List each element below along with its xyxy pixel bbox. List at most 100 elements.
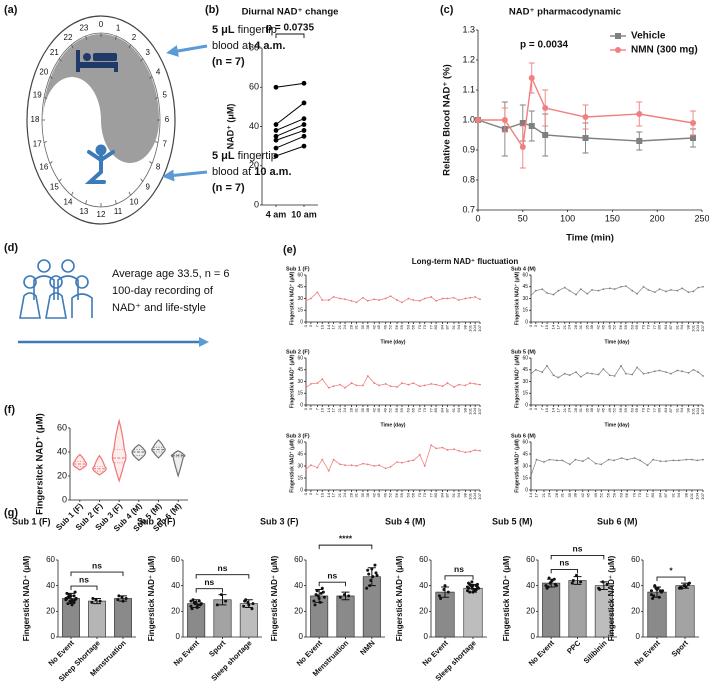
x-tick-label: No Event <box>172 638 202 668</box>
x-tick-label: 45 <box>376 324 381 329</box>
x-tick-label: 84 <box>440 324 445 329</box>
annotation: p = 0.0034 <box>520 40 569 51</box>
point <box>384 297 387 300</box>
significance-bracket <box>550 568 578 574</box>
x-tick-label: 101 <box>689 492 694 499</box>
significance-bracket <box>70 585 98 591</box>
point <box>600 463 603 466</box>
x-tick-label: 80 <box>433 407 438 412</box>
x-tick-label: 52 <box>612 324 617 329</box>
cohort-icon <box>19 259 93 319</box>
error-bar <box>573 576 582 585</box>
point <box>457 449 460 452</box>
violin <box>92 454 107 476</box>
y-tick-label: 30 <box>522 379 528 385</box>
point <box>401 382 403 384</box>
x-tick-label: 10 <box>319 407 324 412</box>
x-tick-label: 87 <box>445 407 450 412</box>
point <box>313 603 317 607</box>
clock-tick <box>115 200 117 205</box>
point <box>464 384 467 387</box>
point <box>561 459 564 462</box>
point <box>469 450 472 453</box>
error-bar <box>653 586 661 598</box>
note-fragment: 10 a.m. <box>254 166 291 178</box>
x-tick-label: 10 <box>319 324 324 329</box>
chart-title: Sub 3 (F) <box>260 516 299 526</box>
point <box>613 459 616 462</box>
clock-hour: 3 <box>145 48 150 57</box>
chart-title: NAD⁺ pharmacodynamic <box>509 7 621 18</box>
x-tick-label: 21 <box>562 407 567 412</box>
series-line <box>530 457 704 476</box>
point <box>378 384 381 387</box>
x-tick-label: 250 <box>694 213 709 223</box>
x-tick-label: 94 <box>456 407 461 412</box>
y-tick-label: 45 <box>297 451 303 457</box>
point <box>661 589 665 593</box>
point <box>320 586 324 590</box>
x-tick-label: 104 <box>695 407 700 414</box>
point <box>624 372 627 375</box>
point <box>441 385 444 388</box>
point <box>519 120 526 126</box>
significance-bracket <box>318 544 373 550</box>
point <box>355 301 358 304</box>
point <box>70 603 74 607</box>
point <box>273 122 279 127</box>
x-tick-label: 28 <box>349 407 354 412</box>
point <box>697 286 700 289</box>
point <box>591 372 593 375</box>
x-tick-label: 100 <box>560 213 575 223</box>
bar <box>435 591 455 638</box>
point <box>389 385 392 388</box>
x-tick-label: No Event <box>527 638 557 668</box>
significance-bracket <box>550 554 605 560</box>
x-tick-label: 38 <box>589 324 594 329</box>
y-tick-label: 60 <box>297 355 303 361</box>
point <box>344 386 346 389</box>
error-bar <box>119 595 127 602</box>
x-tick-label: 42 <box>371 492 376 497</box>
clock-tick <box>140 58 144 62</box>
error-bar <box>599 581 608 591</box>
clock-tick <box>154 97 159 99</box>
clock-hour: 12 <box>97 210 106 219</box>
y-axis-label: Fingerstick NAD⁺ (μM) <box>289 271 295 325</box>
x-tick-label: 38 <box>365 324 370 329</box>
note-fragment: (n = 7) <box>212 182 245 194</box>
point <box>691 458 693 461</box>
point <box>575 371 577 373</box>
x-tick-label: 14 <box>551 324 556 329</box>
point <box>669 372 672 375</box>
significance-bracket <box>318 581 346 587</box>
panel-label: (g) <box>4 507 18 519</box>
x-tick-label: 101 <box>467 407 472 414</box>
y-tick-label: 45 <box>522 451 528 457</box>
point <box>552 293 555 296</box>
x-tick-label: 101 <box>690 407 695 414</box>
note-fragment: fingertip <box>235 24 277 36</box>
chart-title: Sub 5 (M) <box>511 349 536 355</box>
y-axis-label: Fingerstick NAD⁺ (μM) <box>502 555 511 641</box>
x-tick-label: 80 <box>657 324 662 329</box>
x-tick-label: 84 <box>663 324 668 329</box>
point <box>639 459 642 462</box>
panel-label: (f) <box>4 404 15 416</box>
bar <box>187 603 206 638</box>
y-tick-label: 60 <box>526 555 535 564</box>
point <box>597 373 600 376</box>
clock-hour: 4 <box>156 68 161 77</box>
point <box>469 296 472 299</box>
x-tick-label: 3 <box>533 407 538 410</box>
point <box>366 375 369 377</box>
paired-line <box>275 129 305 141</box>
point <box>197 599 201 603</box>
significance-bracket <box>444 575 474 580</box>
x-tick-label: 52 <box>388 492 393 497</box>
clock-hour: 22 <box>64 33 73 42</box>
x-axis-label: Time (day) <box>605 339 630 345</box>
x-tick-label: 0 <box>303 492 308 495</box>
point <box>316 382 319 384</box>
panel-label: (d) <box>4 242 18 254</box>
